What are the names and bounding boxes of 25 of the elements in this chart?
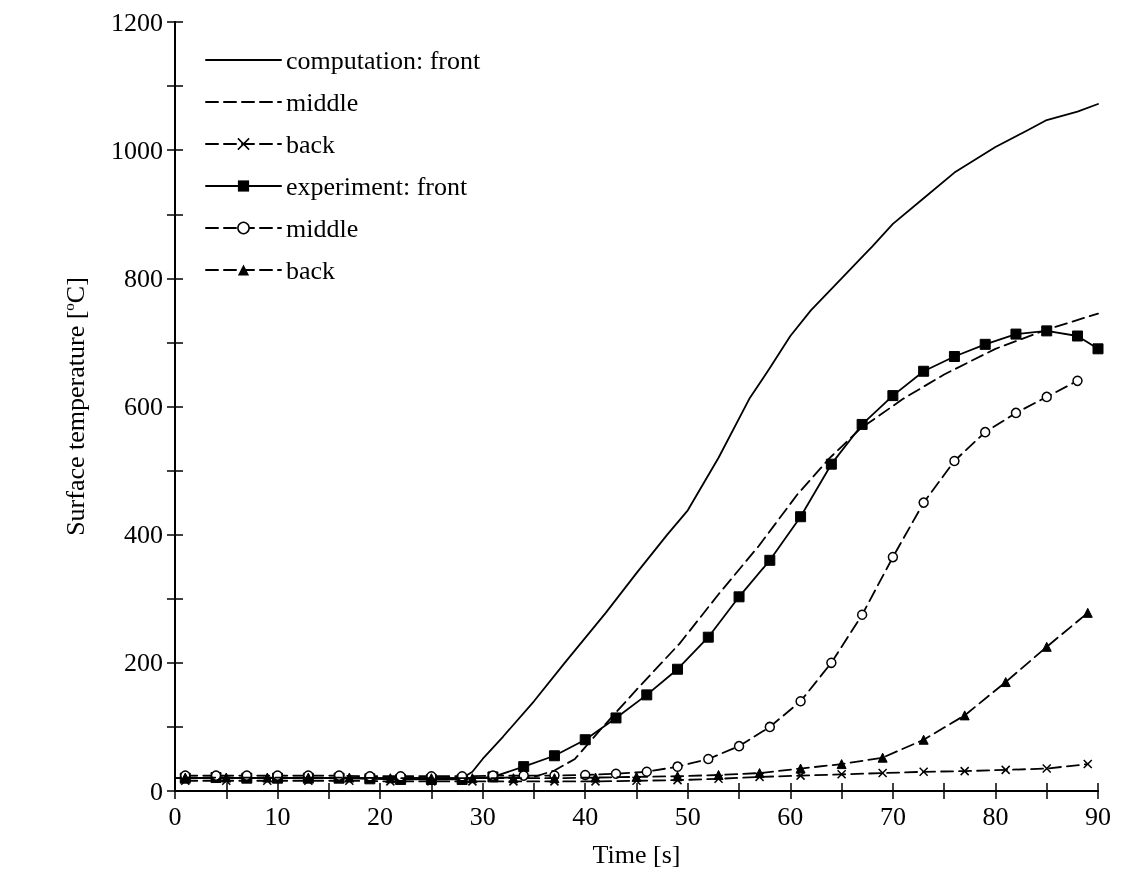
y-tick-label: 1200: [111, 7, 163, 37]
x-tick-label: 10: [264, 801, 291, 831]
y-tick-label: 800: [124, 263, 163, 293]
x-axis-title: Time [s]: [592, 839, 681, 869]
x-tick-label: 70: [879, 801, 906, 831]
y-tick-label: 400: [124, 520, 163, 550]
x-tick-label: 20: [367, 801, 394, 831]
x-tick-label: 30: [469, 801, 496, 831]
y-tick-label: 0: [150, 776, 163, 806]
legend-label: experiment: front: [286, 171, 468, 201]
legend-label: middle: [286, 87, 359, 117]
y-tick-label: 1000: [111, 135, 163, 165]
x-tick-label: 80: [982, 801, 1009, 831]
legend-label: middle: [286, 213, 359, 243]
x-tick-label: 90: [1085, 801, 1111, 831]
y-tick-label: 600: [124, 392, 163, 421]
x-tick-label: 40: [572, 801, 599, 831]
legend-label: computation: front: [286, 45, 482, 75]
y-tick-label: 200: [124, 648, 163, 678]
y-axis-title: Surface temperature [oC]: [60, 277, 90, 536]
x-tick-label: 60: [777, 801, 804, 831]
legend-label: back: [286, 255, 336, 285]
x-tick-label: 0: [168, 801, 182, 831]
x-tick-label: 50: [674, 801, 701, 831]
legend-label: back: [286, 129, 336, 159]
